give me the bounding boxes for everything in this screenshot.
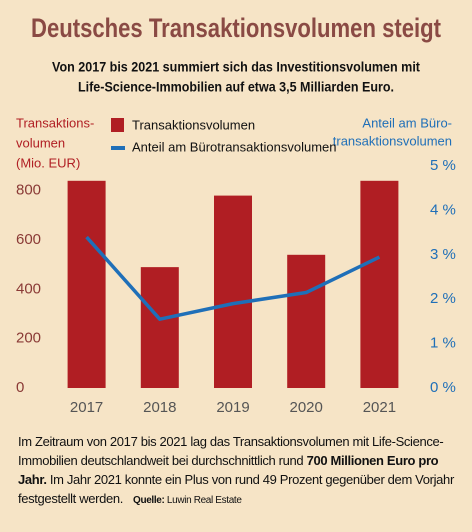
x-tick-label: 2017	[70, 399, 103, 416]
chart-title: Deutsches Transaktionsvolumen steigt	[31, 13, 441, 43]
chart: Deutsches Transaktionsvolumen steigt Von…	[16, 13, 456, 416]
y2-axis-label: transaktionsvolumen	[333, 133, 452, 148]
x-tick-label: 2020	[290, 399, 323, 416]
y2-tick-label: 0 %	[430, 379, 456, 396]
y-tick-label: 800	[16, 182, 41, 199]
description-bold: 700 Millionen Euro pro Jahr.	[18, 453, 439, 487]
y-axis-label: Transaktions-	[16, 115, 94, 130]
y-tick-label: 400	[16, 280, 41, 297]
source-label: Quelle:	[133, 495, 165, 506]
source: Quelle: Luwin Real Estate	[133, 495, 242, 506]
source-text: Luwin Real Estate	[166, 495, 242, 506]
y-axis-label: volumen	[16, 135, 65, 150]
x-tick-label: 2018	[143, 399, 176, 416]
legend-label: Transaktionsvolumen	[132, 117, 255, 132]
legend-label: Anteil am Bürotransaktionsvolumen	[132, 139, 337, 154]
y-axis-label: (Mio. EUR)	[16, 155, 80, 170]
subtitle: Von 2017 bis 2021 summiert sich das Inve…	[52, 59, 420, 75]
bar	[214, 195, 252, 388]
y-tick-label: 0	[16, 379, 24, 396]
legend-swatch	[111, 118, 124, 132]
subtitle: Life-Science-Immobilien auf etwa 3,5 Mil…	[78, 79, 394, 95]
y2-tick-label: 2 %	[430, 290, 456, 307]
line	[85, 235, 381, 321]
x-tick-label: 2019	[216, 399, 249, 416]
description-text: Im Jahr 2021 konnte ein Plus von rund 49…	[18, 472, 454, 506]
x-tick-label: 2021	[363, 399, 396, 416]
y2-tick-label: 5 %	[430, 157, 456, 174]
bar	[140, 267, 179, 388]
y2-tick-label: 3 %	[430, 246, 456, 263]
bar	[360, 180, 399, 388]
description: Im Zeitraum von 2017 bis 2021 lag das Tr…	[18, 432, 458, 510]
description-text: Im Zeitraum von 2017 bis 2021 lag das Tr…	[18, 434, 444, 468]
y2-axis-label: Anteil am Büro-	[362, 115, 452, 130]
y2-tick-label: 4 %	[430, 201, 456, 218]
y-tick-label: 600	[16, 231, 41, 248]
bar	[67, 180, 106, 388]
bar	[287, 254, 326, 388]
y2-tick-label: 1 %	[430, 335, 456, 352]
y-tick-label: 200	[16, 330, 41, 347]
